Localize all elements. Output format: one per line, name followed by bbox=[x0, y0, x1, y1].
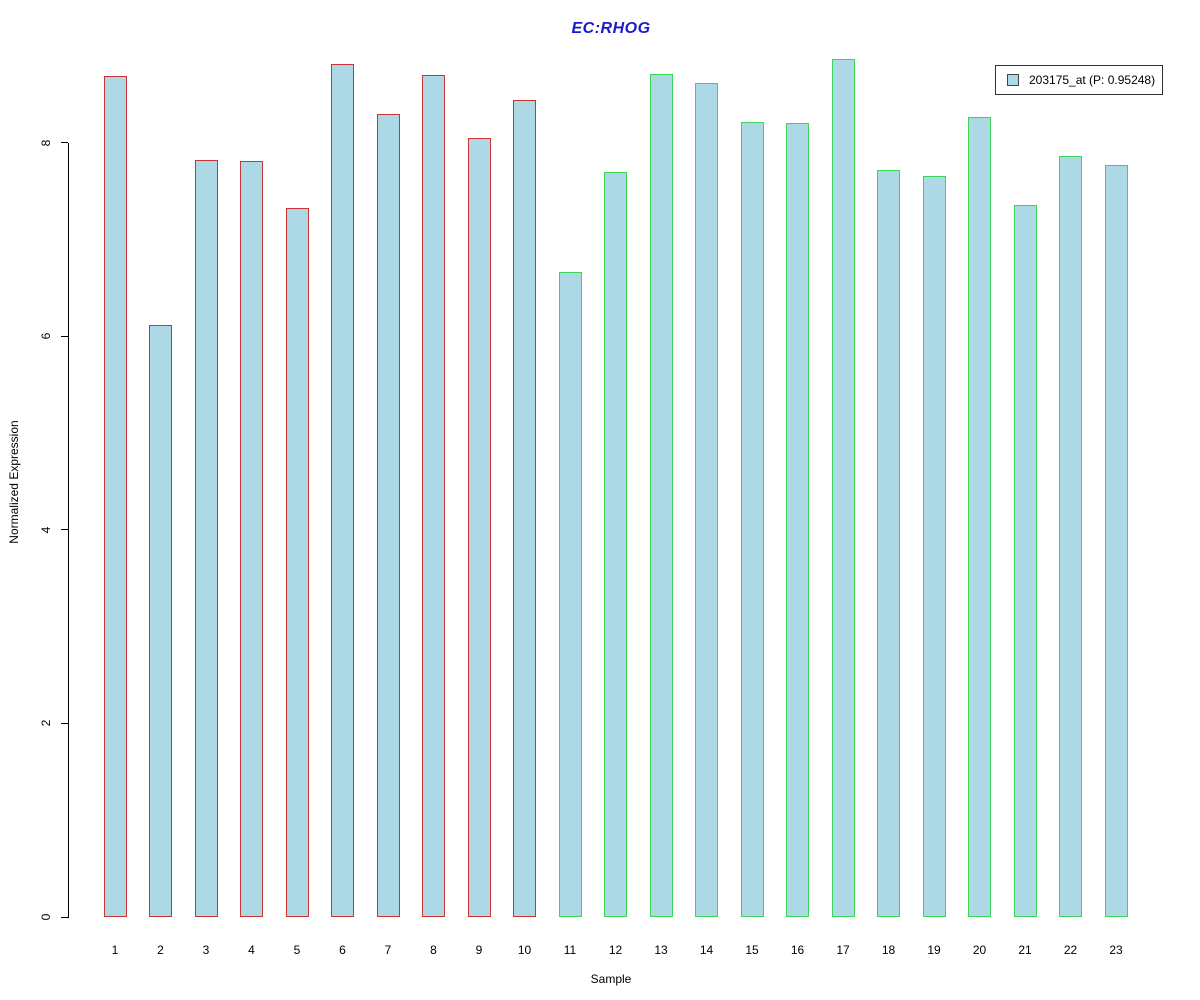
legend: 203175_at (P: 0.95248) bbox=[995, 65, 1163, 95]
y-tick-mark bbox=[61, 142, 68, 144]
bar-sample-8 bbox=[422, 74, 445, 917]
bar-sample-1 bbox=[103, 75, 127, 917]
bar-sample-21 bbox=[1013, 204, 1037, 917]
x-tick-label-20: 20 bbox=[972, 943, 987, 957]
x-tick-label-4: 4 bbox=[248, 943, 255, 957]
y-tick-mark bbox=[61, 722, 68, 724]
bar-sample-11 bbox=[558, 272, 582, 917]
y-tick-label: 4 bbox=[39, 526, 53, 534]
bar-sample-13 bbox=[649, 73, 673, 917]
x-tick-label-8: 8 bbox=[430, 943, 437, 957]
x-tick-label-14: 14 bbox=[699, 943, 714, 957]
bar-sample-4 bbox=[240, 161, 263, 917]
x-tick-label-5: 5 bbox=[293, 943, 301, 957]
legend-swatch-icon bbox=[1007, 74, 1019, 86]
x-tick-label-16: 16 bbox=[790, 943, 805, 957]
y-axis-label: Normalized Expression bbox=[7, 420, 21, 544]
x-tick-label-7: 7 bbox=[384, 943, 392, 957]
y-tick-label: 0 bbox=[39, 913, 53, 921]
x-axis-label: Sample bbox=[590, 972, 632, 986]
bar-sample-15 bbox=[740, 122, 764, 917]
bar-sample-6 bbox=[331, 64, 354, 917]
bar-sample-10 bbox=[513, 100, 536, 917]
x-tick-label-9: 9 bbox=[475, 943, 483, 957]
bar-sample-7 bbox=[376, 113, 400, 917]
x-tick-label-2: 2 bbox=[157, 943, 164, 957]
y-tick-label: 2 bbox=[39, 720, 53, 727]
y-tick-mark bbox=[61, 529, 68, 531]
x-tick-label-13: 13 bbox=[654, 943, 668, 957]
x-tick-label-21: 21 bbox=[1018, 943, 1032, 957]
bar-sample-12 bbox=[604, 171, 627, 917]
bar-sample-22 bbox=[1059, 156, 1082, 917]
y-tick-label: 6 bbox=[39, 332, 53, 340]
x-tick-label-18: 18 bbox=[881, 943, 896, 957]
y-tick-mark bbox=[61, 335, 68, 337]
bar-sample-18 bbox=[877, 169, 900, 917]
y-axis-line bbox=[68, 142, 69, 918]
x-tick-label-23: 23 bbox=[1109, 943, 1123, 957]
bar-sample-2 bbox=[149, 324, 172, 917]
x-tick-label-22: 22 bbox=[1063, 943, 1078, 957]
legend-label: 203175_at (P: 0.95248) bbox=[1029, 73, 1156, 87]
bar-sample-23 bbox=[1104, 164, 1128, 917]
x-tick-label-3: 3 bbox=[202, 943, 210, 957]
chart-title: EC:RHOG bbox=[571, 20, 651, 37]
bar-sample-20 bbox=[968, 116, 991, 917]
bar-sample-17 bbox=[831, 59, 855, 917]
x-tick-label-15: 15 bbox=[745, 943, 759, 957]
y-tick-label: 8 bbox=[39, 139, 53, 146]
x-tick-label-19: 19 bbox=[927, 943, 941, 957]
x-tick-label-1: 1 bbox=[111, 943, 119, 957]
bar-sample-5 bbox=[285, 208, 309, 917]
bar-sample-3 bbox=[194, 160, 218, 917]
y-tick-mark bbox=[61, 916, 68, 918]
bar-sample-9 bbox=[467, 137, 491, 917]
x-tick-label-17: 17 bbox=[836, 943, 850, 957]
bar-sample-19 bbox=[922, 175, 946, 917]
bar-sample-14 bbox=[695, 82, 718, 917]
x-tick-label-11: 11 bbox=[563, 943, 577, 957]
x-tick-label-12: 12 bbox=[608, 943, 623, 957]
x-tick-label-6: 6 bbox=[339, 943, 346, 957]
x-tick-label-10: 10 bbox=[517, 943, 532, 957]
bar-sample-16 bbox=[786, 123, 809, 917]
